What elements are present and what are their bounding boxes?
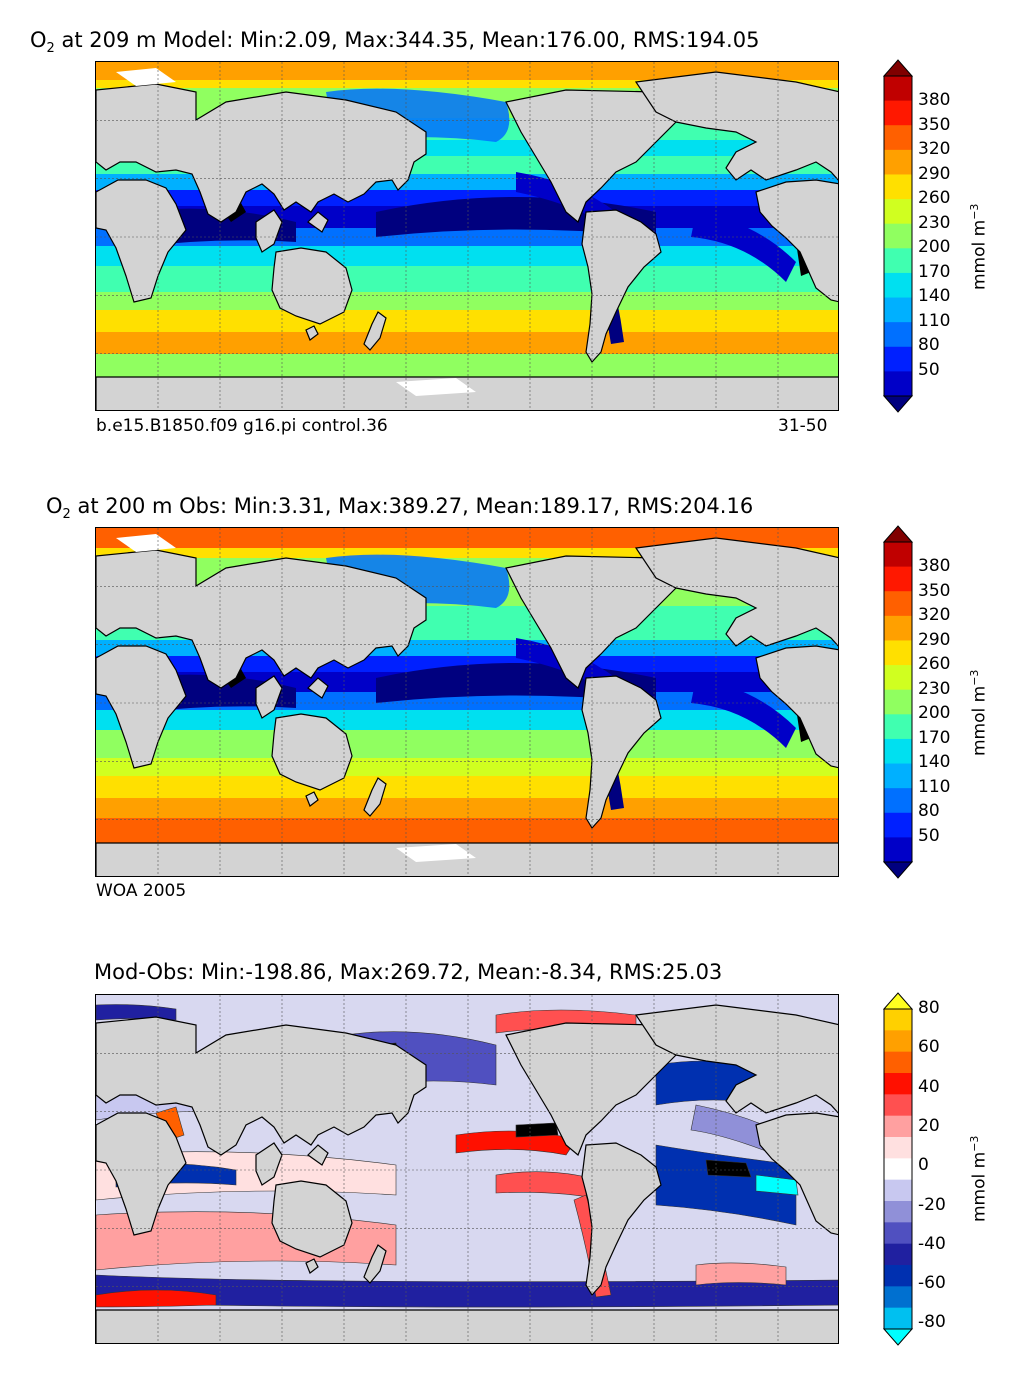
colorbar-tick-label: 170 xyxy=(918,261,951,282)
colorbar-tick-label: 380 xyxy=(918,90,951,110)
colorbar-tick-label: 230 xyxy=(918,212,951,233)
panel2-colorbar-unit: mmol m−3 xyxy=(968,669,990,756)
colorbar-tick-label: -60 xyxy=(918,1273,946,1294)
colorbar-tick-label: 320 xyxy=(918,605,951,625)
colorbar-tick-label: 80 xyxy=(918,801,940,821)
colorbar-tick-label: -40 xyxy=(918,1233,946,1254)
colorbar-tick-label: 140 xyxy=(918,286,951,306)
colorbar-tick-label: 140 xyxy=(918,752,951,772)
panel2-colorbar xyxy=(882,525,914,879)
colorbar-tick-label: 80 xyxy=(918,335,940,355)
colorbar-tick-label: 350 xyxy=(918,580,951,601)
colorbar-tick-label: 260 xyxy=(918,188,951,208)
panel1-years-label: 31-50 xyxy=(778,416,828,436)
panel1-colorbar xyxy=(882,59,914,413)
panel1-map xyxy=(95,61,839,411)
colorbar-tick-label: 40 xyxy=(918,1076,940,1097)
colorbar-tick-label: 110 xyxy=(918,310,951,331)
colorbar-tick-label: 200 xyxy=(918,703,951,723)
panel3-colorbar-unit: mmol m−3 xyxy=(968,1135,990,1222)
panel1-run-label: b.e15.B1850.f09 g16.pi control.36 xyxy=(96,416,388,436)
colorbar-tick-label: 60 xyxy=(918,1037,940,1058)
colorbar-tick-label: -80 xyxy=(918,1312,946,1333)
panel2-title: O2 at 200 m Obs: Min:3.31, Max:389.27, M… xyxy=(46,494,754,523)
colorbar-tick-label: -20 xyxy=(918,1194,946,1215)
colorbar-tick-label: 0 xyxy=(918,1155,929,1176)
panel1-title: O2 at 209 m Model: Min:2.09, Max:344.35,… xyxy=(30,28,760,57)
colorbar-tick-label: 290 xyxy=(918,163,951,184)
colorbar-tick-label: 350 xyxy=(918,114,951,135)
panel3-title: Mod-Obs: Min:-198.86, Max:269.72, Mean:-… xyxy=(94,960,723,984)
panel2-source-label: WOA 2005 xyxy=(96,881,187,901)
colorbar-tick-label: 50 xyxy=(918,359,940,380)
panel3-map xyxy=(95,994,839,1344)
colorbar-tick-label: 110 xyxy=(918,776,951,797)
colorbar-tick-label: 50 xyxy=(918,825,940,846)
colorbar-tick-label: 290 xyxy=(918,629,951,650)
colorbar-tick-label: 170 xyxy=(918,727,951,748)
colorbar-tick-label: 200 xyxy=(918,237,951,257)
panel3-colorbar xyxy=(882,992,914,1346)
panel1-colorbar-unit: mmol m−3 xyxy=(968,203,990,290)
colorbar-tick-label: 20 xyxy=(918,1115,940,1136)
colorbar-tick-label: 320 xyxy=(918,139,951,159)
colorbar-tick-label: 260 xyxy=(918,654,951,674)
colorbar-tick-label: 230 xyxy=(918,678,951,699)
colorbar-tick-label: 80 xyxy=(918,998,940,1018)
panel2-map xyxy=(95,527,839,877)
colorbar-tick-label: 380 xyxy=(918,556,951,576)
